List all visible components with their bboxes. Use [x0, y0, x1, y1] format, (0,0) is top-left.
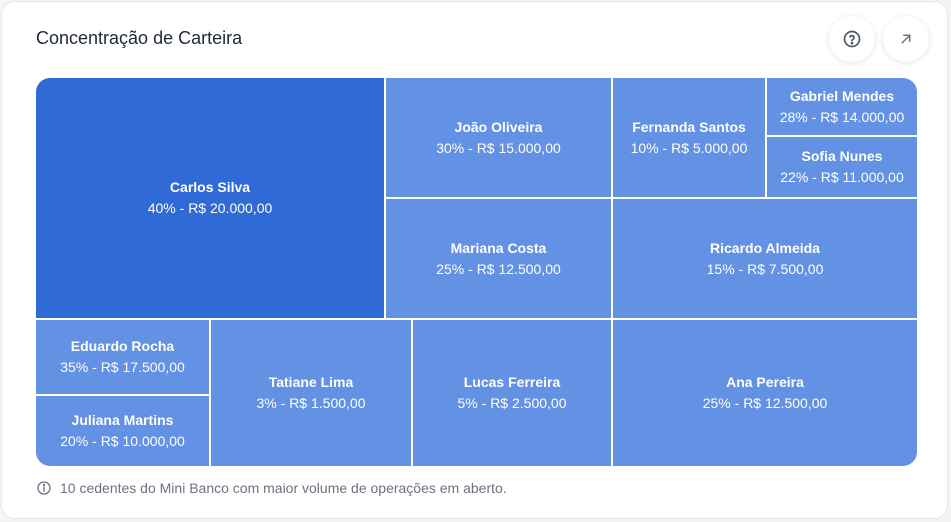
treemap-cell-name: Gabriel Mendes	[789, 87, 895, 104]
treemap-cell-name: Juliana Martins	[71, 412, 174, 428]
treemap-cell-name: Ricardo Almeida	[710, 239, 820, 256]
treemap-cell-value: 20% - R$ 10.000,00	[60, 433, 185, 449]
treemap-chart: Carlos Silva 40% - R$ 20.000,00 João Olive…	[36, 78, 917, 466]
treemap-cell-name: João Oliveira	[454, 118, 543, 135]
treemap-cell-name: Fernanda Santos	[632, 118, 746, 135]
treemap-cell-value: 5% - R$ 2.500,00	[457, 395, 567, 411]
treemap-cell-name: Lucas Ferreira	[463, 374, 561, 390]
treemap-cell[interactable]: Juliana Martins 20% - R$ 10.000,00	[36, 396, 211, 466]
treemap-cell-value: 30% - R$ 15.000,00	[436, 139, 561, 156]
help-button[interactable]	[829, 16, 875, 62]
card-title: Concentração de Carteira	[36, 28, 243, 48]
treemap-cell[interactable]: Mariana Costa 25% - R$ 12.500,00	[386, 199, 613, 320]
treemap-cell[interactable]: Ricardo Almeida 15% - R$ 7.500,00	[613, 199, 917, 320]
treemap-cell[interactable]: Sofia Nunes 22% - R$ 11.000,00	[767, 137, 917, 199]
treemap-cell-value: 15% - R$ 7.500,00	[706, 260, 824, 277]
treemap-cell-name: Eduardo Rocha	[70, 338, 175, 354]
treemap-cell[interactable]: Tatiane Lima 3% - R$ 1.500,00	[211, 320, 413, 466]
treemap-cell[interactable]: Lucas Ferreira 5% - R$ 2.500,00	[413, 320, 613, 466]
treemap-cell-name: Carlos Silva	[169, 179, 251, 195]
expand-button[interactable]	[883, 16, 929, 62]
info-circle-icon	[37, 481, 51, 495]
treemap-cell[interactable]: Gabriel Mendes 28% - R$ 14.000,00	[767, 78, 917, 137]
treemap-cell-value: 35% - R$ 17.500,00	[60, 359, 185, 375]
treemap-cell-name: Tatiane Lima	[268, 374, 354, 390]
treemap-cell-name: Ana Pereira	[726, 374, 804, 390]
treemap-cell-value: 25% - R$ 12.500,00	[702, 395, 828, 411]
question-circle-icon	[843, 30, 861, 48]
treemap-cell-value: 3% - R$ 1.500,00	[256, 395, 366, 411]
treemap-cell-name: Sofia Nunes	[801, 148, 883, 164]
treemap-cell[interactable]: João Oliveira 30% - R$ 15.000,00	[386, 78, 613, 199]
arrow-up-right-icon	[901, 34, 911, 44]
treemap-cell[interactable]: Eduardo Rocha 35% - R$ 17.500,00	[36, 320, 211, 396]
treemap-cell-value: 28% - R$ 14.000,00	[779, 108, 905, 125]
treemap-cell[interactable]: Fernanda Santos 10% - R$ 5.000,00	[613, 78, 767, 199]
treemap-cell-value: 25% - R$ 12.500,00	[436, 260, 561, 277]
treemap-cell-value: 10% - R$ 5.000,00	[630, 139, 748, 156]
treemap-cell-value: 22% - R$ 11.000,00	[780, 169, 904, 185]
treemap-cell[interactable]: Carlos Silva 40% - R$ 20.000,00	[36, 78, 386, 320]
treemap-cell-value: 40% - R$ 20.000,00	[147, 200, 273, 216]
treemap-cell-name: Mariana Costa	[450, 239, 547, 256]
footer-text: 10 cedentes do Mini Banco com maior volu…	[60, 480, 507, 496]
footer-note: 10 cedentes do Mini Banco com maior volu…	[36, 480, 507, 496]
treemap-cell[interactable]: Ana Pereira 25% - R$ 12.500,00	[613, 320, 917, 466]
